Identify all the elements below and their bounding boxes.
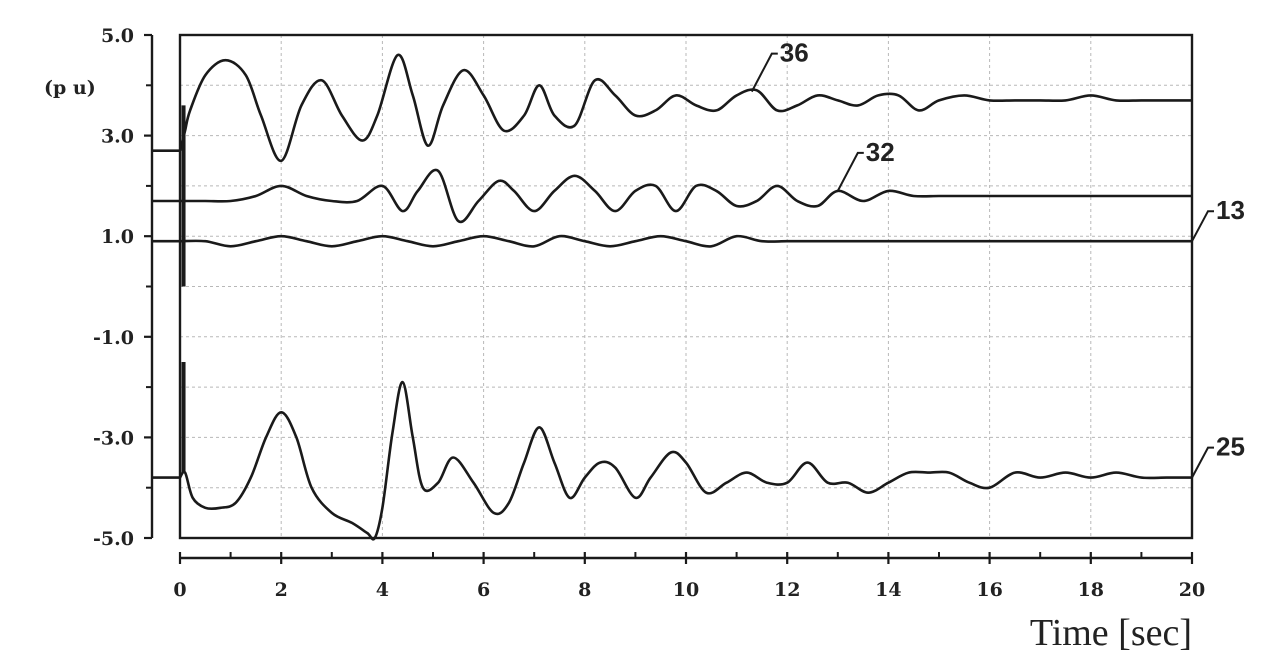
y-axis-label: (p u) xyxy=(44,77,96,99)
label-leader xyxy=(750,52,778,93)
y-tick-label: -3.0 xyxy=(93,427,134,449)
series-line-25 xyxy=(178,380,1192,541)
y-tick-label: 1.0 xyxy=(101,226,134,248)
axes: 0 2 4 6 8 10 12 14 16 18 20 5.0 3.0 1.0 -1.0 -3.0 -5.0 xyxy=(93,25,1205,601)
label-leader xyxy=(1191,446,1214,479)
series-label-36: 36 xyxy=(780,38,809,68)
label-leader xyxy=(1191,210,1214,242)
x-tick-label: 0 xyxy=(173,579,186,601)
y-tick-label: 5.0 xyxy=(101,25,134,47)
curve-labels: 36 32 13 25 xyxy=(750,38,1245,479)
x-tick-label: 12 xyxy=(774,579,800,601)
x-tick-label: 6 xyxy=(477,579,490,601)
x-tick-label: 4 xyxy=(376,579,389,601)
label-leader xyxy=(836,151,864,192)
x-tick-label: 2 xyxy=(275,579,288,601)
series-label-13: 13 xyxy=(1216,195,1245,225)
series-lines xyxy=(152,53,1192,541)
plot-frame xyxy=(178,33,1194,540)
x-tick-label: 18 xyxy=(1078,579,1104,601)
y-tick-label: 3.0 xyxy=(101,126,134,148)
x-tick-label: 14 xyxy=(875,579,901,601)
y-tick-label: -5.0 xyxy=(93,528,134,550)
series-line-13 xyxy=(179,234,1192,248)
x-tick-label: 20 xyxy=(1179,579,1205,601)
series-label-32: 32 xyxy=(866,137,895,167)
x-axis-title: Time [sec] xyxy=(1030,612,1192,654)
series-line-32 xyxy=(180,168,1192,224)
y-tick-label: -1.0 xyxy=(93,327,134,349)
x-tick-label: 8 xyxy=(578,579,591,601)
gridlines xyxy=(179,34,1193,539)
x-tick-label: 10 xyxy=(673,579,699,601)
x-tick-label: 16 xyxy=(976,579,1002,601)
series-line-36 xyxy=(178,53,1192,163)
series-label-25: 25 xyxy=(1216,432,1245,462)
